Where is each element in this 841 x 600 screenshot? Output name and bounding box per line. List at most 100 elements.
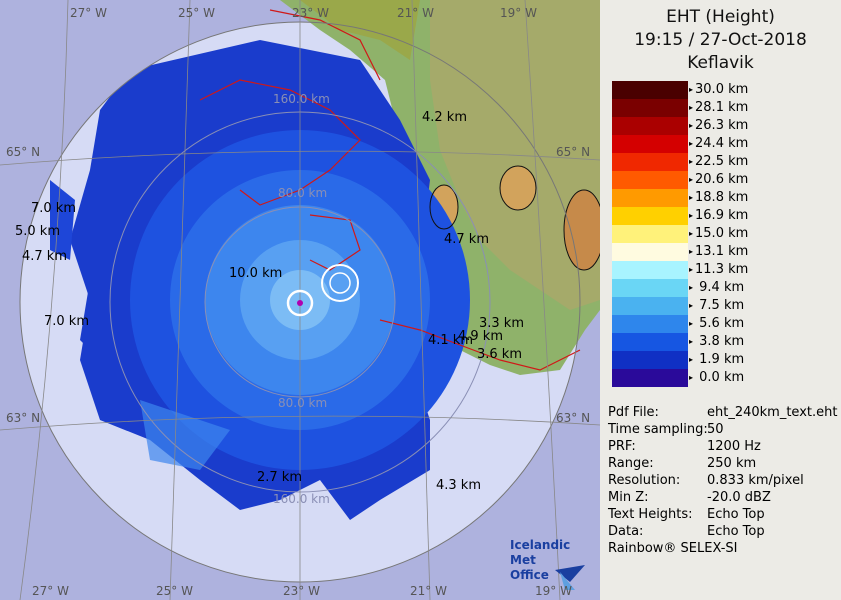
lon-label-top-1: 27° W: [70, 6, 107, 20]
scale-label: ▸ 18.8 km: [689, 190, 749, 205]
info-key: Pdf File:: [608, 405, 659, 420]
info-value: 250 km: [707, 456, 757, 471]
scale-label: ▸ 7.5 km: [689, 298, 745, 313]
radar-echo-layer: [50, 40, 470, 520]
footer-credit: Rainbow® SELEX-SI: [608, 541, 738, 556]
height-label: 3.6 km: [477, 347, 522, 362]
scale-swatch: [612, 315, 688, 333]
lat-label-right-2: 63° N: [556, 411, 591, 425]
height-label: 4.2 km: [422, 110, 467, 125]
lon-label-top-3: 23° W: [292, 6, 329, 20]
product-site: Keflavik: [687, 53, 754, 73]
lon-label-bottom-3: 23° W: [283, 584, 320, 598]
coastline-south: [379, 319, 581, 371]
glacier-area-3: [564, 190, 600, 270]
height-label: 4.9 km: [458, 329, 503, 344]
scale-label: ▸ 28.1 km: [689, 100, 749, 115]
scale-swatch: [612, 333, 688, 351]
scale-swatch: [612, 279, 688, 297]
lon-label-bottom-5: 19° W: [535, 584, 572, 598]
info-key: Resolution:: [608, 473, 681, 488]
info-key: Text Heights:: [608, 507, 693, 522]
info-value: Echo Top: [707, 524, 765, 539]
scale-swatch: [612, 261, 688, 279]
height-label: 3.3 km: [479, 316, 524, 331]
radar-map: 27° W 25° W 23° W 21° W 19° W 27° W 25° …: [0, 0, 600, 600]
glacier-area-1: [500, 166, 536, 210]
met-office-logo: Icelandic Met Office: [510, 538, 600, 583]
scale-swatch: [612, 171, 688, 189]
logo-line-2: Office: [510, 568, 549, 582]
range-label-160-bottom: 160.0 km: [273, 492, 330, 506]
scale-swatch: [612, 135, 688, 153]
scale-label: ▸ 5.6 km: [689, 316, 745, 331]
lon-label-top-4: 21° W: [397, 6, 434, 20]
lon-label-top-2: 25° W: [178, 6, 215, 20]
height-label: 5.0 km: [15, 224, 60, 239]
info-key: Min Z:: [608, 490, 649, 505]
product-title: EHT (Height): [666, 7, 775, 27]
lon-label-top-5: 19° W: [500, 6, 537, 20]
lat-label-left-1: 65° N: [6, 145, 41, 159]
westfjords-land: [300, 0, 420, 60]
logo-mark: [555, 565, 585, 582]
logo-line-1: Icelandic Met: [510, 538, 571, 567]
height-label: 4.7 km: [22, 249, 67, 264]
height-label: 2.7 km: [257, 470, 302, 485]
info-value: 1200 Hz: [707, 439, 761, 454]
scale-label: ▸ 13.1 km: [689, 244, 749, 259]
info-value: -20.0 dBZ: [707, 490, 771, 505]
scale-swatch: [612, 117, 688, 135]
scale-label: ▸ 0.0 km: [689, 370, 745, 385]
radar-site-marker-2: [321, 264, 359, 302]
scale-label: ▸ 9.4 km: [689, 280, 745, 295]
scale-swatch: [612, 189, 688, 207]
scale-swatch: [612, 207, 688, 225]
scale-label: ▸ 22.5 km: [689, 154, 749, 169]
range-label-80-bottom: 80.0 km: [278, 396, 328, 410]
scale-swatch: [612, 243, 688, 261]
product-datetime: 19:15 / 27-Oct-2018: [634, 30, 807, 50]
scale-swatch: [612, 297, 688, 315]
scale-label: ▸ 3.8 km: [689, 334, 745, 349]
lat-label-left-2: 63° N: [6, 411, 41, 425]
scale-swatch: [612, 99, 688, 117]
info-value: 50: [707, 422, 724, 437]
scale-swatch: [612, 225, 688, 243]
height-label: 4.7 km: [444, 232, 489, 247]
scale-label: ▸ 24.4 km: [689, 136, 749, 151]
scale-swatch: [612, 81, 688, 99]
scale-label: ▸ 11.3 km: [689, 262, 749, 277]
graticule: [0, 0, 600, 600]
coastline-westfjords: [269, 9, 381, 81]
coastline-reykjanes: [309, 214, 361, 271]
radar-map-svg: [0, 0, 600, 600]
info-value: 0.833 km/pixel: [707, 473, 804, 488]
lon-label-bottom-4: 21° W: [410, 584, 447, 598]
info-value: Echo Top: [707, 507, 765, 522]
scale-label: ▸ 1.9 km: [689, 352, 745, 367]
range-label-80-top: 80.0 km: [278, 186, 328, 200]
coastline-west: [199, 79, 361, 206]
scale-swatch: [612, 351, 688, 369]
scale-label: ▸ 26.3 km: [689, 118, 749, 133]
info-key: Time sampling:: [608, 422, 708, 437]
info-key: Data:: [608, 524, 644, 539]
info-value: eht_240km_text.eht: [707, 405, 838, 420]
scale-label: ▸ 16.9 km: [689, 208, 749, 223]
scale-swatch: [612, 369, 688, 387]
lon-label-bottom-1: 27° W: [32, 584, 69, 598]
scale-label: ▸ 30.0 km: [689, 82, 749, 97]
scale-label: ▸ 15.0 km: [689, 226, 749, 241]
radar-site-marker: [286, 289, 314, 317]
height-label: 7.0 km: [31, 201, 76, 216]
height-label: 10.0 km: [229, 266, 283, 281]
height-label: 4.1 km: [428, 333, 473, 348]
scale-label: ▸ 20.6 km: [689, 172, 749, 187]
scale-swatch: [612, 153, 688, 171]
lon-label-bottom-2: 25° W: [156, 584, 193, 598]
info-key: PRF:: [608, 439, 636, 454]
height-label: 7.0 km: [44, 314, 89, 329]
height-label: 4.3 km: [436, 478, 481, 493]
range-label-160-top: 160.0 km: [273, 92, 330, 106]
